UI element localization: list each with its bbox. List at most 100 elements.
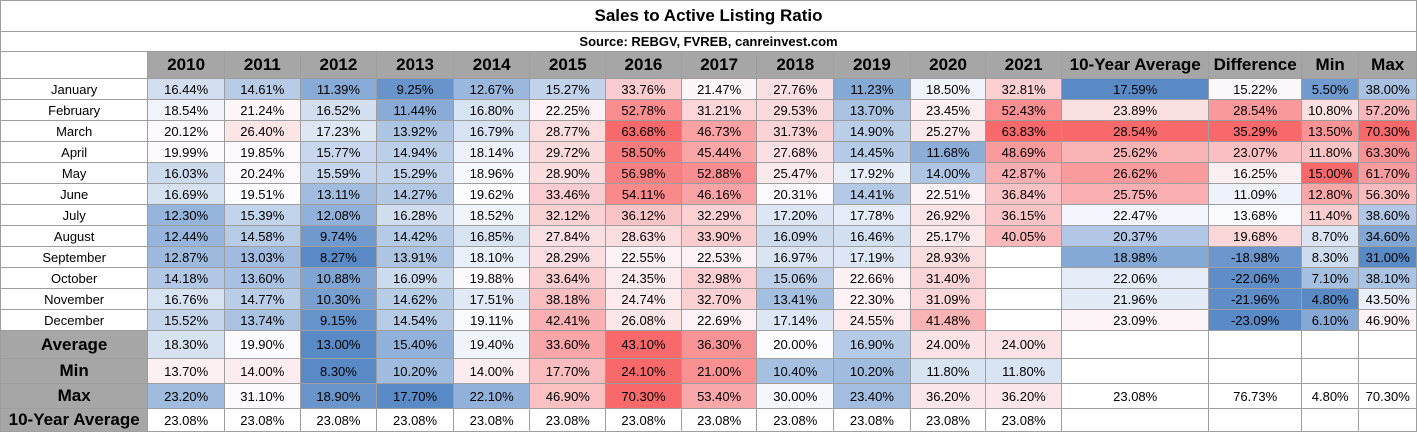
cell-february-2014: 16.80%: [452, 99, 531, 121]
table-row: July 12.30% 15.39% 12.08% 16.28% 18.52% 32.12%…: [0, 204, 1417, 226]
cell-october-2020: 31.40%: [909, 267, 987, 289]
cell-june-max: 56.30%: [1358, 183, 1417, 205]
cell-average-2020: 24.00%: [909, 330, 987, 359]
cell-october-2019: 22.66%: [833, 267, 911, 289]
cell-march-2017: 46.73%: [680, 120, 758, 142]
column-header-2012: 2012: [299, 51, 378, 79]
column-header-2015: 2015: [529, 51, 607, 79]
cell-august-2020: 25.17%: [909, 225, 987, 247]
cell-may-2014: 18.96%: [452, 162, 531, 184]
column-header-2019: 2019: [833, 51, 911, 79]
cell-july-2011: 15.39%: [223, 204, 301, 226]
cell-10-year-average-2014: 23.08%: [452, 408, 531, 432]
cell-march-2014: 16.79%: [452, 120, 531, 142]
cell-min-2010: 13.70%: [147, 358, 225, 384]
cell-november-max: 43.50%: [1358, 288, 1417, 310]
cell-10-year-average-2010: 23.08%: [147, 408, 225, 432]
cell-october-2014: 19.88%: [452, 267, 531, 289]
cell-min-2013: 10.20%: [376, 358, 454, 384]
cell-august-2021: 40.05%: [985, 225, 1063, 247]
cell-february-2010: 18.54%: [147, 99, 225, 121]
cell-10-year-average-2017: 23.08%: [680, 408, 758, 432]
cell-july-2017: 32.29%: [680, 204, 758, 226]
cell-april-2016: 58.50%: [605, 141, 682, 163]
cell-november-min: 4.80%: [1300, 288, 1360, 310]
cell-march-2016: 63.68%: [605, 120, 682, 142]
cell-october-2011: 13.60%: [223, 267, 301, 289]
column-header-2018: 2018: [756, 51, 835, 79]
cell-max-2010: 23.20%: [147, 383, 225, 409]
cell-february-2019: 13.70%: [833, 99, 911, 121]
row-label-january: January: [0, 78, 149, 100]
cell-march-2020: 25.27%: [909, 120, 987, 142]
column-header-difference: Difference: [1208, 51, 1302, 79]
cell-july-2016: 36.12%: [605, 204, 682, 226]
cell-march-2011: 26.40%: [223, 120, 301, 142]
cell-december-2021: [985, 309, 1063, 331]
cell-november-2013: 14.62%: [376, 288, 454, 310]
cell-january-2021: 32.81%: [985, 78, 1063, 100]
cell-september-2015: 28.29%: [529, 246, 607, 268]
cell-june-2016: 54.11%: [605, 183, 682, 205]
table-row: January 16.44% 14.61% 11.39% 9.25% 12.67% 15.2…: [0, 78, 1417, 100]
cell-min-2015: 17.70%: [529, 358, 607, 384]
cell-january-2013: 9.25%: [376, 78, 454, 100]
cell-september-2014: 18.10%: [452, 246, 531, 268]
cell-april-2012: 15.77%: [299, 141, 378, 163]
column-header-2021: 2021: [985, 51, 1063, 79]
cell-april-2018: 27.68%: [756, 141, 835, 163]
cell-november-2012: 10.30%: [299, 288, 378, 310]
cell-february-max: 57.20%: [1358, 99, 1417, 121]
cell-november-2011: 14.77%: [223, 288, 301, 310]
cell-october-2017: 32.98%: [680, 267, 758, 289]
table-row: May 16.03% 20.24% 15.59% 15.29% 18.96% 28.90% 5…: [0, 162, 1417, 184]
cell-july-difference: 13.68%: [1208, 204, 1302, 226]
row-label-average: Average: [0, 330, 149, 359]
table-row: March 20.12% 26.40% 17.23% 13.92% 16.79% 28.77…: [0, 120, 1417, 142]
cell-september-2018: 16.97%: [756, 246, 835, 268]
row-label-september: September: [0, 246, 149, 268]
cell-august-2011: 14.58%: [223, 225, 301, 247]
cell-january-difference: 15.22%: [1208, 78, 1302, 100]
cell-april-2011: 19.85%: [223, 141, 301, 163]
cell-september-min: 8.30%: [1300, 246, 1360, 268]
cell-min-2012: 8.30%: [299, 358, 378, 384]
cell-september-2012: 8.27%: [299, 246, 378, 268]
cell-march-2021: 63.83%: [985, 120, 1063, 142]
cell-max-2015: 46.90%: [529, 383, 607, 409]
cell-november-difference: -21.96%: [1208, 288, 1302, 310]
cell-february-2017: 31.21%: [680, 99, 758, 121]
cell-september-10-year-average: 18.98%: [1061, 246, 1210, 268]
cell-september-2017: 22.53%: [680, 246, 758, 268]
cell-march-2012: 17.23%: [299, 120, 378, 142]
cell-max-2016: 70.30%: [605, 383, 682, 409]
cell-august-max: 34.60%: [1358, 225, 1417, 247]
cell-min-2014: 14.00%: [452, 358, 531, 384]
cell-10-year-average-2011: 23.08%: [223, 408, 301, 432]
cell-november-2018: 13.41%: [756, 288, 835, 310]
cell-january-2012: 11.39%: [299, 78, 378, 100]
cell-october-2013: 16.09%: [376, 267, 454, 289]
row-label-august: August: [0, 225, 149, 247]
cell-february-min: 10.80%: [1300, 99, 1360, 121]
summary-row: Max 23.20% 31.10% 18.90% 17.70% 22.10% 46.90% 7…: [0, 383, 1417, 409]
column-header-max: Max: [1358, 51, 1417, 79]
cell-average-2016: 43.10%: [605, 330, 682, 359]
table-row: December 15.52% 13.74% 9.15% 14.54% 19.11% 42.…: [0, 309, 1417, 331]
cell-january-max: 38.00%: [1358, 78, 1417, 100]
cell-january-2020: 18.50%: [909, 78, 987, 100]
cell-august-2012: 9.74%: [299, 225, 378, 247]
row-label-max: Max: [0, 383, 149, 409]
cell-march-2018: 31.73%: [756, 120, 835, 142]
cell-december-2010: 15.52%: [147, 309, 225, 331]
cell-april-2020: 11.68%: [909, 141, 987, 163]
cell-january-10-year-average: 17.59%: [1061, 78, 1210, 100]
cell-april-10-year-average: 25.62%: [1061, 141, 1210, 163]
cell-max-2014: 22.10%: [452, 383, 531, 409]
cell-march-difference: 35.29%: [1208, 120, 1302, 142]
cell-average-difference: [1208, 330, 1302, 359]
cell-june-min: 12.80%: [1300, 183, 1360, 205]
cell-september-2010: 12.87%: [147, 246, 225, 268]
